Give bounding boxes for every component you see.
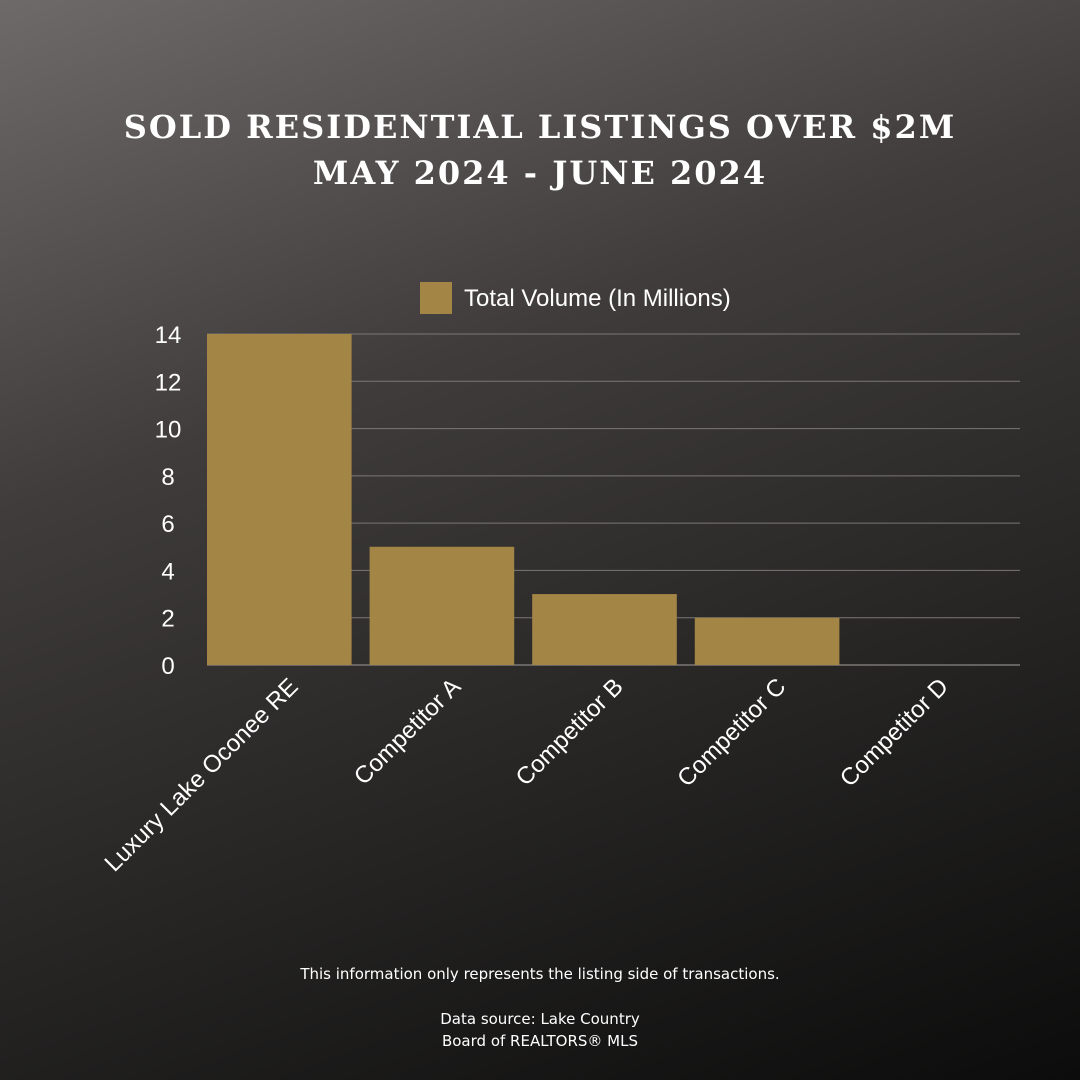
y-tick-label: 6 xyxy=(161,511,174,538)
bar xyxy=(369,546,515,665)
x-tick-label: Competitor B xyxy=(511,673,629,791)
source-line-1: Data source: Lake Country xyxy=(440,1010,640,1028)
y-tick-label: 10 xyxy=(155,417,182,444)
legend-swatch xyxy=(420,282,452,314)
y-tick-label: 14 xyxy=(155,322,182,349)
bar xyxy=(694,617,840,665)
chart-title-line-2: MAY 2024 - JUNE 2024 xyxy=(312,154,768,192)
chart-title-line-1: SOLD RESIDENTIAL LISTINGS OVER $2M xyxy=(123,108,957,146)
bar xyxy=(532,594,677,665)
source-line-2: Board of REALTORS® MLS xyxy=(441,1032,639,1050)
footnote: This information only represents the lis… xyxy=(300,965,780,983)
y-tick-label: 4 xyxy=(161,558,174,585)
y-tick-label: 2 xyxy=(161,606,174,633)
legend-label: Total Volume (In Millions) xyxy=(464,285,731,312)
x-tick-label: Luxury Lake Oconee RE xyxy=(100,673,304,877)
x-tick-label: Competitor D xyxy=(835,673,954,792)
y-tick-label: 8 xyxy=(161,464,174,491)
x-tick-label: Competitor A xyxy=(349,673,466,790)
bar-chart: 0 2 4 6 8 10 12 14 Luxury Lake Oconee RE Competit… xyxy=(100,282,1020,877)
x-tick-label: Competitor C xyxy=(672,673,791,792)
bar xyxy=(207,334,352,665)
y-tick-label: 0 xyxy=(161,653,174,680)
y-tick-label: 12 xyxy=(155,369,182,396)
